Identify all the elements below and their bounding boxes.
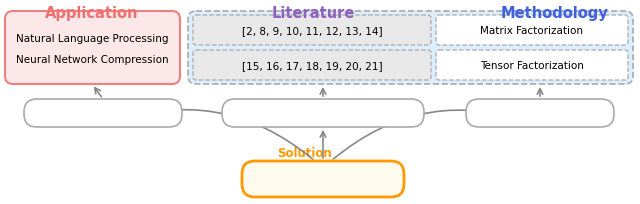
Text: Geometric Algebra: Geometric Algebra — [260, 173, 386, 186]
FancyBboxPatch shape — [436, 16, 628, 46]
FancyBboxPatch shape — [466, 100, 614, 127]
FancyBboxPatch shape — [193, 51, 431, 81]
FancyBboxPatch shape — [193, 16, 431, 46]
Text: unify (Sec. 3): unify (Sec. 3) — [506, 109, 575, 118]
Text: interpret and compare (Sec. 4): interpret and compare (Sec. 4) — [243, 109, 403, 118]
Text: Solution: Solution — [278, 146, 332, 159]
Text: Methodology: Methodology — [501, 6, 609, 21]
Text: Neural Network Compression: Neural Network Compression — [16, 55, 168, 65]
FancyBboxPatch shape — [436, 51, 628, 81]
FancyBboxPatch shape — [242, 161, 404, 197]
FancyBboxPatch shape — [5, 12, 180, 85]
Text: [15, 16, 17, 18, 19, 20, 21]: [15, 16, 17, 18, 19, 20, 21] — [242, 61, 382, 71]
FancyBboxPatch shape — [24, 100, 182, 127]
Text: Natural Language Processing: Natural Language Processing — [16, 34, 168, 44]
Text: Tensor Factorization: Tensor Factorization — [480, 61, 584, 71]
FancyBboxPatch shape — [188, 12, 633, 85]
Text: Literature: Literature — [271, 6, 355, 21]
FancyBboxPatch shape — [222, 100, 424, 127]
Text: Matrix Factorization: Matrix Factorization — [481, 26, 584, 36]
Text: [2, 8, 9, 10, 11, 12, 13, 14]: [2, 8, 9, 10, 11, 12, 13, 14] — [242, 26, 382, 36]
Text: reformulate (Sec. 2): reformulate (Sec. 2) — [51, 109, 156, 118]
Text: Application: Application — [45, 6, 139, 21]
